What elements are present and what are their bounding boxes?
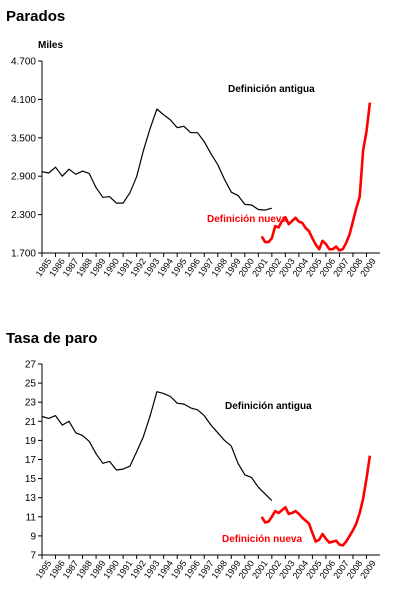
y-tick-label: 4.100 [11, 95, 36, 106]
y-tick-label: 21 [25, 417, 37, 428]
series-line-definicion-antigua [41, 108, 272, 211]
series-line-definicion-nueva [260, 102, 372, 252]
x-tick-label: 2009 [358, 558, 378, 580]
chart-title: Tasa de paro [6, 330, 98, 347]
y-tick-label: 2.300 [11, 210, 36, 221]
series-line-definicion-antigua [41, 391, 273, 502]
units-label: Miles [38, 40, 64, 51]
y-tick-label: 23 [25, 398, 37, 409]
y-tick-label: 4.700 [11, 57, 36, 68]
chart-plot-parados: 1.7002.3002.9003.5004.1004.7001985198619… [11, 57, 380, 279]
annotation-definicion-nueva: Definición nueva [222, 534, 302, 545]
y-tick-label: 9 [30, 531, 36, 542]
y-tick-label: 7 [30, 551, 36, 562]
y-tick-label: 27 [25, 360, 37, 371]
series-line-definicion-nueva [260, 455, 372, 547]
y-tick-label: 15 [25, 474, 37, 485]
annotation-definicion-antigua: Definición antigua [228, 84, 315, 95]
chart-title: Parados [6, 8, 66, 25]
y-tick-label: 17 [25, 455, 37, 466]
y-tick-label: 1.700 [11, 249, 36, 260]
annotation-definicion-nueva: Definición nueva [207, 214, 287, 225]
y-tick-label: 25 [25, 379, 37, 390]
chart-parados: Parados Miles 1.700 2.300 2.900 3.500 4.100 4… [0, 0, 409, 300]
x-tick-label: 2009 [358, 256, 378, 278]
y-tick-label: 3.500 [11, 133, 36, 144]
y-tick-label: 13 [25, 493, 37, 504]
y-tick-label: 11 [26, 512, 37, 523]
y-tick-label: 19 [25, 436, 37, 447]
annotation-definicion-antigua: Definición antigua [225, 401, 312, 412]
y-tick-label: 2.900 [11, 172, 36, 183]
chart-tasa-de-paro: Tasa de paro 7 9 11 13 15 17 19 21 23 25 27 1995 198… [0, 322, 409, 602]
chart-plot-tasa-de-paro: 7911131517192123252719951986198719881989… [25, 360, 380, 581]
